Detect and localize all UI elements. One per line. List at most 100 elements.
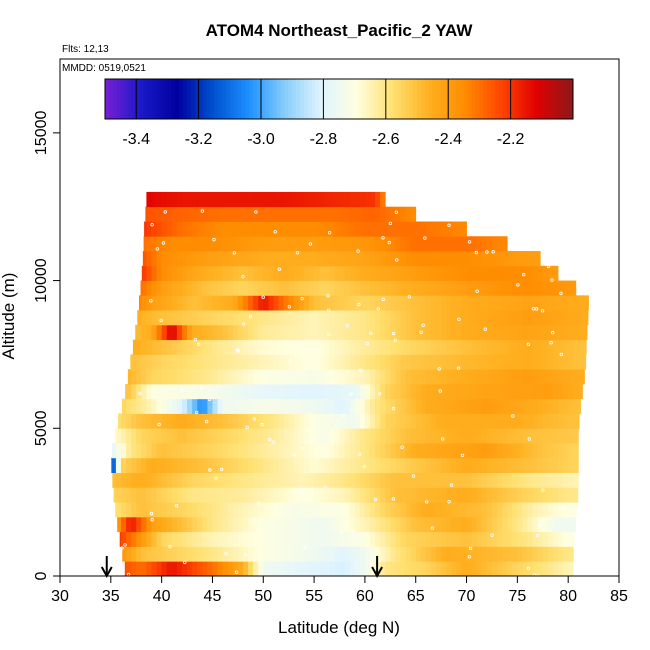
heatmap-cell	[227, 369, 234, 385]
heatmap-cell	[258, 428, 264, 444]
heatmap-cell	[114, 428, 117, 444]
heatmap-cell	[303, 191, 310, 208]
heatmap-cell	[502, 236, 508, 252]
heatmap-cell	[136, 487, 142, 503]
heatmap-cell	[380, 487, 386, 503]
heatmap-cell	[466, 561, 473, 577]
heatmap-cell	[369, 324, 376, 341]
heatmap-cell	[497, 516, 503, 533]
heatmap-cell	[502, 546, 508, 562]
heatmap-cell	[232, 265, 239, 281]
heatmap-cell	[187, 487, 193, 503]
colorbar-swatch	[237, 79, 242, 119]
heatmap-cell	[446, 457, 452, 473]
heatmap-cell	[364, 443, 371, 459]
heatmap-cell	[303, 295, 310, 311]
heatmap-cell	[415, 531, 422, 547]
heatmap-cell	[309, 206, 315, 222]
heatmap-cell	[334, 428, 340, 444]
heatmap-cell	[171, 354, 178, 370]
heatmap-cell	[248, 265, 254, 281]
heatmap-cell	[192, 310, 198, 326]
heatmap-cell	[268, 443, 274, 459]
heatmap-cell	[197, 236, 203, 252]
heatmap-cell	[507, 443, 513, 459]
heatmap-cell	[573, 369, 579, 385]
heatmap-cell	[537, 428, 544, 444]
heatmap-cell	[471, 339, 478, 355]
heatmap-cell	[202, 191, 208, 208]
heatmap-cell	[176, 206, 183, 222]
heatmap-cell	[451, 265, 457, 281]
heatmap-cell	[141, 472, 147, 488]
heatmap-cell	[359, 324, 366, 341]
heatmap-cell	[207, 369, 213, 385]
heatmap-cell	[176, 428, 183, 444]
heatmap-cell	[319, 280, 325, 296]
heatmap-cell	[156, 443, 163, 459]
heatmap-cell	[314, 236, 320, 252]
heatmap-cell	[517, 280, 523, 296]
heatmap-cell	[334, 502, 340, 518]
heatmap-cell	[143, 236, 147, 252]
heatmap-cell	[375, 516, 381, 533]
heatmap-cell	[314, 295, 320, 311]
heatmap-cell	[242, 206, 249, 222]
heatmap-cell	[283, 383, 290, 400]
heatmap-cell	[329, 369, 335, 385]
heatmap-cell	[466, 339, 473, 355]
heatmap-cell	[329, 398, 335, 414]
heatmap-cell	[202, 546, 208, 562]
heatmap-cell	[359, 383, 366, 400]
heatmap-cell	[563, 443, 569, 459]
heatmap-cell	[151, 206, 157, 222]
heatmap-cell	[202, 280, 208, 296]
heatmap-cell	[309, 221, 315, 237]
heatmap-cell	[476, 546, 483, 562]
heatmap-cell	[354, 221, 361, 237]
heatmap-cell	[124, 561, 127, 577]
heatmap-cell	[512, 457, 518, 473]
heatmap-cell	[385, 221, 391, 237]
heatmap-cell	[298, 354, 305, 370]
heatmap-cell	[436, 428, 442, 444]
heatmap-cell	[237, 413, 244, 429]
heatmap-cell	[131, 487, 137, 503]
heatmap-cell	[390, 265, 396, 281]
heatmap-cell	[405, 236, 412, 252]
heatmap-cell	[568, 383, 574, 400]
heatmap-cell	[222, 324, 229, 341]
heatmap-cell	[288, 428, 295, 444]
heatmap-cell	[146, 265, 152, 281]
heatmap-cell	[156, 383, 163, 400]
heatmap-cell	[390, 398, 396, 414]
sample-point	[560, 505, 565, 509]
heatmap-cell	[415, 383, 422, 400]
heatmap-cell	[486, 487, 493, 503]
heatmap-cell	[309, 546, 315, 562]
heatmap-cell	[171, 206, 178, 222]
heatmap-cell	[497, 354, 503, 370]
heatmap-cell	[471, 546, 478, 562]
heatmap-cell	[273, 546, 279, 562]
y-axis-label: Altitude (m)	[0, 273, 18, 360]
sample-point	[387, 240, 391, 245]
heatmap-cell	[278, 369, 284, 385]
heatmap-cell	[222, 280, 229, 296]
heatmap-cell	[263, 236, 269, 252]
heatmap-cell	[532, 354, 539, 370]
heatmap-cell	[171, 295, 178, 311]
heatmap-cell	[217, 206, 224, 222]
heatmap-cell	[532, 369, 539, 385]
heatmap-cell	[207, 502, 213, 518]
heatmap-cell	[278, 502, 284, 518]
heatmap-cell	[161, 546, 168, 562]
heatmap-cell	[349, 502, 356, 518]
heatmap-cell	[314, 191, 320, 208]
heatmap-cell	[263, 428, 269, 444]
heatmap-cell	[263, 443, 269, 459]
heatmap-cell	[202, 236, 208, 252]
heatmap-cell	[512, 265, 518, 281]
heatmap-cell	[466, 487, 473, 503]
heatmap-cell	[263, 413, 269, 429]
